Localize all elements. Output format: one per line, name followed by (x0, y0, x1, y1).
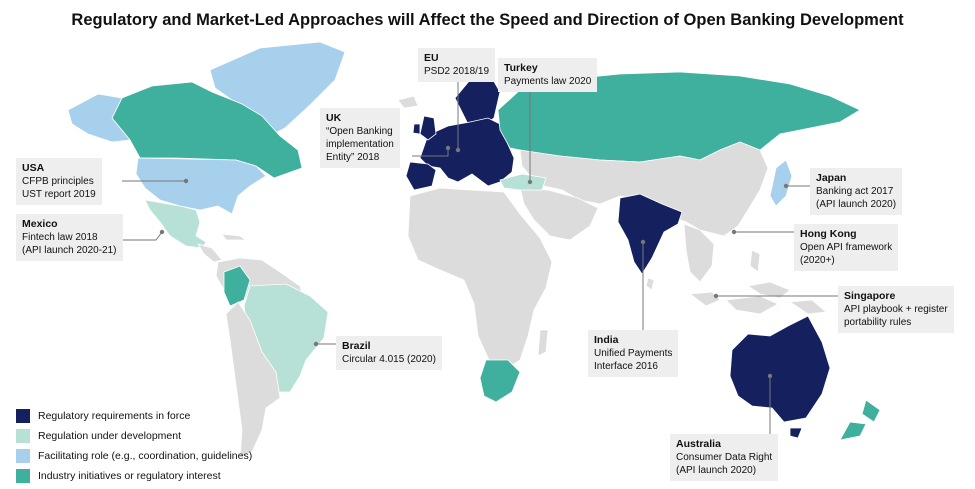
callout-japan: Japan Banking act 2017 (API launch 2020) (810, 168, 903, 215)
callout-singapore: Singapore API playbook + register portab… (838, 286, 954, 333)
callout-turkey-name: Turkey (504, 62, 538, 74)
leader-dot (731, 229, 737, 235)
middle-east (519, 187, 599, 241)
callout-hongkong-line: (2020+) (800, 255, 835, 266)
turkey (499, 173, 547, 191)
callout-singapore-line: portability rules (844, 317, 912, 328)
uk (419, 115, 437, 141)
callout-mexico-line: Fintech law 2018 (22, 232, 98, 243)
callout-eu-line: PSD2 2018/19 (424, 66, 490, 77)
callout-india-line: Interface 2016 (594, 361, 658, 372)
colombia (223, 265, 251, 307)
callout-usa-name: USA (22, 162, 45, 174)
leader-dot (767, 373, 773, 379)
callout-mexico-name: Mexico (22, 218, 58, 230)
callout-turkey-line: Payments law 2020 (504, 76, 592, 87)
callout-brazil-name: Brazil (342, 340, 371, 352)
legend-label: Regulatory requirements in force (38, 410, 191, 422)
callout-mexico-line: (API launch 2020-21) (22, 245, 117, 256)
central-america-caribbean (197, 233, 248, 263)
page-title: Regulatory and Market-Led Approaches wil… (71, 11, 904, 29)
callout-usa-line: CFPB principles (22, 176, 94, 187)
callout-uk-line: Entity” 2018 (326, 152, 380, 163)
callout-japan-line: (API launch 2020) (816, 199, 897, 210)
callout-singapore-line: API playbook + register (844, 304, 948, 315)
legend-swatch-facilitating (16, 449, 30, 463)
leader-dot (455, 147, 461, 153)
callout-india-name: India (594, 334, 619, 346)
leader-line (122, 231, 163, 241)
callout-eu-name: EU (424, 52, 439, 64)
tasmania (789, 427, 803, 439)
new-zealand (839, 399, 881, 441)
callout-uk: UK “Open Banking implementation Entity” … (320, 108, 400, 168)
legend-label: Industry initiatives or regulatory inter… (38, 470, 221, 482)
legend-item: Facilitating role (e.g., coordination, g… (16, 446, 252, 466)
callout-turkey: Turkey Payments law 2020 (498, 58, 598, 92)
leader-dot (783, 183, 789, 189)
madagascar (537, 329, 549, 357)
legend-label: Facilitating role (e.g., coordination, g… (38, 450, 253, 462)
india (617, 193, 683, 275)
eu (419, 117, 515, 187)
leader-dot (159, 229, 165, 235)
callout-australia: Australia Consumer Data Right (API launc… (670, 434, 779, 481)
callout-hongkong-name: Hong Kong (800, 228, 857, 240)
leader-dot (713, 293, 719, 299)
iceland (397, 95, 419, 109)
callout-uk-line: implementation (326, 139, 394, 150)
legend-swatch-under-development (16, 429, 30, 443)
legend-label: Regulation under development (38, 430, 182, 442)
leader-dot (527, 179, 533, 185)
japan (769, 159, 793, 207)
southern-cone (225, 301, 281, 459)
africa (407, 187, 553, 369)
mexico (144, 199, 207, 249)
callout-india-line: Unified Payments (594, 348, 673, 359)
callout-eu: EU PSD2 2018/19 (418, 48, 496, 82)
papua-new-guinea (788, 299, 827, 315)
callout-mexico: Mexico Fintech law 2018 (API launch 2020… (16, 214, 123, 261)
south-africa (479, 359, 521, 403)
leader-line (412, 148, 449, 157)
australia (729, 315, 831, 423)
callout-usa-line: UST report 2019 (22, 189, 96, 200)
legend-swatch-regulatory (16, 409, 30, 423)
alaska (67, 93, 131, 143)
callout-hongkong: Hong Kong Open API framework (2020+) (794, 224, 899, 271)
legend: Regulatory requirements in force Regulat… (16, 406, 252, 486)
callout-australia-line: Consumer Data Right (676, 452, 773, 463)
leader-dot (183, 178, 189, 184)
asia (519, 141, 769, 237)
callout-usa: USA CFPB principles UST report 2019 (16, 158, 102, 205)
legend-item: Regulation under development (16, 426, 252, 446)
philippines (749, 249, 761, 273)
callout-hongkong-line: Open API framework (800, 242, 893, 253)
callout-japan-line: Banking act 2017 (816, 186, 894, 197)
sri-lanka (645, 277, 655, 291)
iberia (405, 161, 437, 191)
leader-dot (640, 239, 646, 245)
callout-brazil-line: Circular 4.015 (2020) (342, 354, 436, 365)
legend-item: Regulatory requirements in force (16, 406, 252, 426)
callout-australia-line: (API launch 2020) (676, 465, 757, 476)
leader-dot (445, 145, 451, 151)
legend-item: Industry initiatives or regulatory inter… (16, 466, 252, 486)
callout-brazil: Brazil Circular 4.015 (2020) (336, 336, 442, 370)
usa (135, 157, 267, 215)
leader-dot (313, 341, 319, 347)
callout-australia-name: Australia (676, 438, 721, 450)
indonesia (688, 281, 791, 315)
callout-uk-line: “Open Banking (326, 126, 393, 137)
callout-japan-name: Japan (816, 172, 847, 184)
ireland (412, 123, 421, 135)
callout-india: India Unified Payments Interface 2016 (588, 330, 679, 377)
callout-uk-name: UK (326, 112, 342, 124)
callout-singapore-name: Singapore (844, 290, 896, 302)
legend-swatch-industry (16, 469, 30, 483)
southeast-asia (683, 223, 715, 283)
